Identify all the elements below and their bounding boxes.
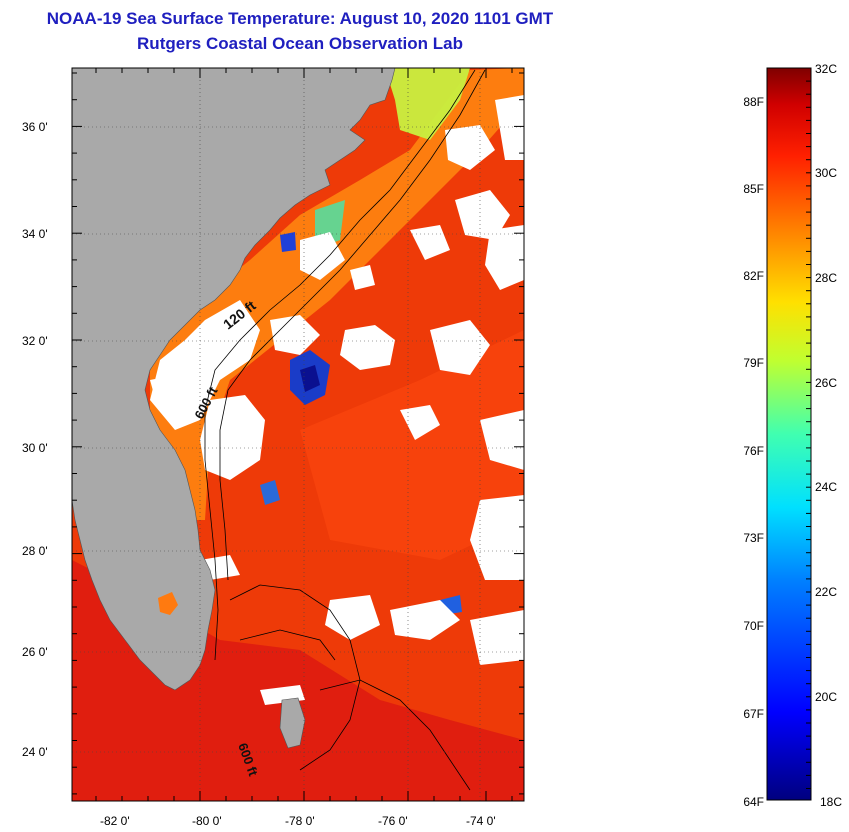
fahrenheit-label: 79F [743, 356, 764, 370]
map-grid [72, 68, 524, 801]
fahrenheit-label: 70F [743, 619, 764, 633]
celsius-label: 32C [815, 62, 837, 76]
celsius-label: 18C [820, 795, 842, 809]
lat-label: 26 0' [22, 645, 48, 659]
lon-label: -80 0' [192, 814, 222, 828]
fahrenheit-label: 85F [743, 182, 764, 196]
celsius-label: 26C [815, 376, 837, 390]
map-subtitle: Rutgers Coastal Ocean Observation Lab [137, 34, 463, 53]
fahrenheit-label: 76F [743, 444, 764, 458]
fahrenheit-label: 73F [743, 531, 764, 545]
lon-label: -82 0' [100, 814, 130, 828]
colorbar-fahrenheit-labels: 88F 85F 82F 79F 76F 73F 70F 67F 64F [743, 95, 764, 809]
colorbar-ticks [806, 67, 811, 789]
lon-label: -78 0' [285, 814, 315, 828]
lat-label: 24 0' [22, 745, 48, 759]
fahrenheit-label: 82F [743, 269, 764, 283]
axis-ticks [72, 68, 524, 801]
lake-okeechobee [158, 592, 178, 615]
lat-label: 28 0' [22, 544, 48, 558]
fahrenheit-label: 64F [743, 795, 764, 809]
lon-label: -74 0' [466, 814, 496, 828]
lat-label: 30 0' [22, 441, 48, 455]
island-andros [279, 697, 306, 749]
celsius-label: 28C [815, 271, 837, 285]
map-frame [71, 67, 525, 802]
colorbar-celsius-labels: 32C 30C 28C 26C 24C 22C 20C 18C [815, 62, 842, 809]
celsius-label: 30C [815, 166, 837, 180]
lon-label: -76 0' [378, 814, 408, 828]
celsius-label: 24C [815, 480, 837, 494]
celsius-label: 20C [815, 690, 837, 704]
cloud-mask [150, 95, 524, 705]
map-title: NOAA-19 Sea Surface Temperature: August … [46, 9, 554, 28]
celsius-label: 22C [815, 585, 837, 599]
isobath-lines [204, 69, 486, 791]
fahrenheit-label: 67F [743, 707, 764, 721]
fahrenheit-label: 88F [743, 95, 764, 109]
lat-label: 32 0' [22, 334, 48, 348]
longitude-labels: -82 0' -80 0' -78 0' -76 0' -74 0' [100, 814, 496, 828]
colorbar [766, 67, 812, 801]
sst-map: 120 ft 600 ft 600 ft [72, 68, 524, 801]
lat-label: 36 0' [22, 120, 48, 134]
latitude-labels: 36 0' 34 0' 32 0' 30 0' 28 0' 26 0' 24 0… [22, 120, 48, 759]
land-mass [72, 68, 396, 691]
lat-label: 34 0' [22, 227, 48, 241]
